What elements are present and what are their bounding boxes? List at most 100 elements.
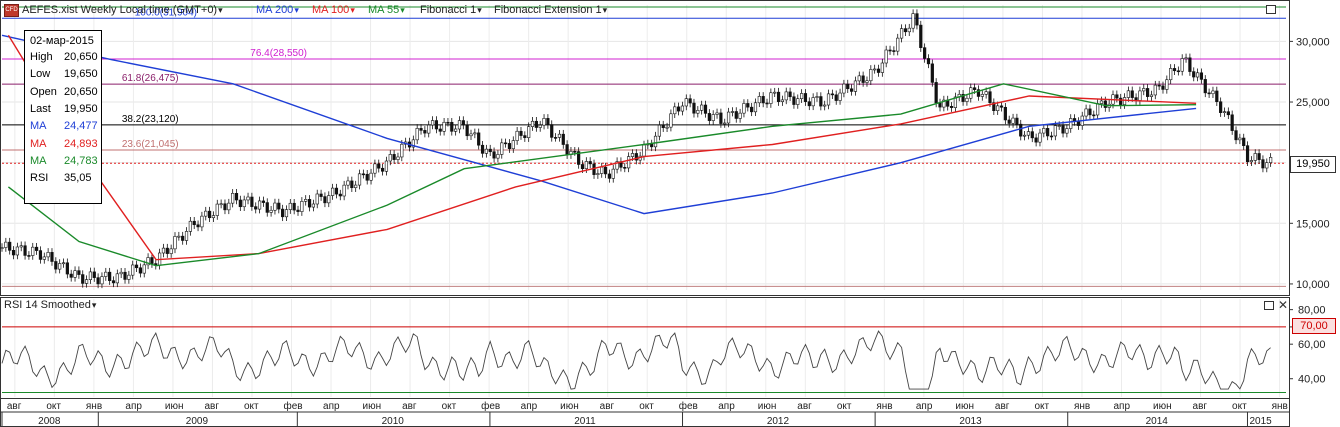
month-label: авг xyxy=(1193,401,1208,412)
candle-body xyxy=(765,102,769,105)
candle-body xyxy=(738,112,742,119)
price-tick-label: 25,000 xyxy=(1296,97,1330,109)
ma200-legend[interactable]: MA 200 xyxy=(256,2,299,18)
candle-body xyxy=(577,151,581,165)
candle-body xyxy=(1261,159,1265,169)
candle-body xyxy=(627,156,631,169)
candle-body xyxy=(1026,131,1031,136)
symbol-title[interactable]: AEFES.xist Weekly Local time (GMT+0) xyxy=(22,2,223,18)
candle-body xyxy=(88,271,93,280)
candle-body xyxy=(319,193,323,197)
candle-body xyxy=(54,261,58,270)
month-label: фев xyxy=(481,400,500,412)
candle-body xyxy=(565,144,569,155)
candle-body xyxy=(865,80,869,83)
candle-body xyxy=(780,99,784,102)
candle-body xyxy=(1219,101,1223,113)
moving-average-line xyxy=(7,83,1197,267)
maximize-rsi-icon[interactable] xyxy=(1264,301,1274,310)
candle-body xyxy=(27,255,31,257)
candle-body xyxy=(1053,125,1057,137)
candle-body xyxy=(550,124,554,138)
candle-body xyxy=(661,124,665,129)
candle-body xyxy=(807,101,811,107)
month-label: окт xyxy=(837,401,852,412)
candle-body xyxy=(934,82,938,104)
candle-body xyxy=(880,62,884,73)
candle-body xyxy=(411,139,415,148)
candle-body xyxy=(773,91,777,94)
candle-body xyxy=(1019,123,1023,137)
info-value: 24,783 xyxy=(64,154,98,167)
candle-body xyxy=(650,143,654,148)
candle-body xyxy=(296,209,300,212)
candle-body xyxy=(1188,57,1192,72)
year-label: 2013 xyxy=(959,416,982,427)
candle-body xyxy=(38,250,43,260)
candle-body xyxy=(884,49,888,64)
rsi-tick-label: 60,00 xyxy=(1298,339,1326,351)
candle-body xyxy=(538,124,542,128)
candle-body xyxy=(1161,85,1165,90)
candle-body xyxy=(292,202,296,211)
rsi-panel[interactable] xyxy=(0,297,1290,399)
ma55-legend[interactable]: MA 55 xyxy=(368,2,405,18)
month-label: фев xyxy=(679,400,698,412)
candle-body xyxy=(869,69,873,82)
candle-body xyxy=(354,184,358,189)
fibonacci-legend[interactable]: Fibonacci 1 xyxy=(420,2,482,18)
month-label: фев xyxy=(284,400,303,412)
candle-body xyxy=(742,103,746,114)
cfd-badge: CFD xyxy=(4,4,19,17)
candle-body xyxy=(438,128,442,132)
candle-body xyxy=(1207,92,1211,95)
candle-body xyxy=(392,154,396,160)
candle-body xyxy=(196,224,200,228)
candle-body xyxy=(784,91,788,101)
close-rsi-icon[interactable]: ✕ xyxy=(1278,298,1289,312)
maximize-price-icon[interactable] xyxy=(1266,5,1276,14)
candle-body xyxy=(1007,119,1011,124)
candle-body xyxy=(876,68,881,73)
candle-body xyxy=(219,203,223,206)
candle-body xyxy=(823,104,827,107)
candle-body xyxy=(788,91,792,98)
candle-body xyxy=(899,28,904,39)
year-label: 2010 xyxy=(382,416,405,427)
candle-body xyxy=(365,173,369,181)
candle-body xyxy=(119,271,123,275)
info-value: 24,893 xyxy=(64,137,98,150)
month-label: авг xyxy=(7,401,22,412)
fibonacci-level-label: 38.2(23,120) xyxy=(122,114,179,125)
candle-body xyxy=(461,120,465,126)
candle-body xyxy=(603,166,608,175)
candle-body xyxy=(1253,153,1257,161)
price-tick-label: 10,000 xyxy=(1296,279,1330,291)
candle-body xyxy=(8,241,12,251)
candle-body xyxy=(1180,58,1184,72)
candle-body xyxy=(1269,157,1273,163)
candle-body xyxy=(396,156,400,160)
candle-body xyxy=(77,270,81,275)
candle-body xyxy=(857,75,861,82)
month-label: окт xyxy=(244,401,259,412)
candle-body xyxy=(669,113,673,128)
month-label: июн xyxy=(363,401,382,412)
last-price-badge: 19,950 xyxy=(1290,156,1336,173)
ma100-legend[interactable]: MA 100 xyxy=(312,2,355,18)
candle-body xyxy=(1049,135,1054,138)
candle-body xyxy=(281,208,285,218)
candle-body xyxy=(473,132,477,135)
candle-body xyxy=(673,106,677,115)
candle-body xyxy=(1184,57,1188,60)
candle-body xyxy=(269,209,273,213)
candle-body xyxy=(430,120,435,126)
candle-body xyxy=(50,252,54,262)
fibonacci-extension-legend[interactable]: Fibonacci Extension 1 xyxy=(494,2,607,18)
candle-body xyxy=(530,120,535,127)
candle-body xyxy=(642,144,646,157)
candle-body xyxy=(730,111,735,113)
rsi-title[interactable]: RSI 14 Smoothed xyxy=(4,299,96,311)
candle-body xyxy=(1126,90,1130,98)
